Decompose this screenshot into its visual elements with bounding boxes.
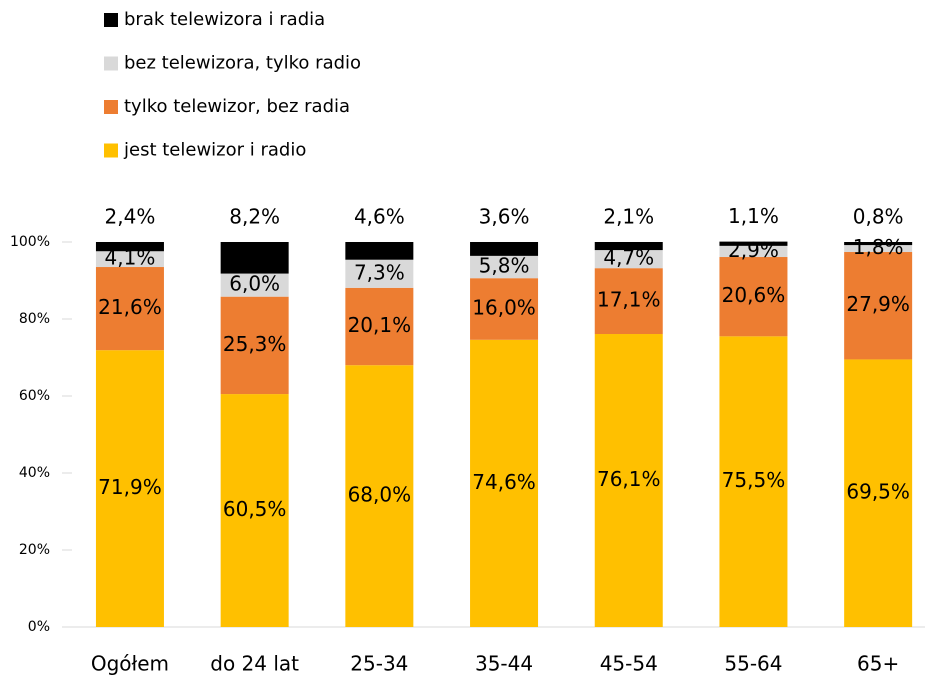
legend-label: bez telewizora, tylko radio — [124, 53, 361, 74]
data-label: 20,6% — [722, 283, 786, 307]
bar-segment — [220, 394, 289, 627]
bar-segment — [719, 257, 788, 337]
data-label: 20,1% — [348, 313, 412, 337]
bar-segment — [220, 273, 289, 297]
data-label: 4,6% — [354, 205, 405, 229]
bar-segment — [844, 359, 913, 627]
legend-label: jest telewizor i radio — [123, 140, 306, 161]
y-tick-label: 20% — [19, 542, 50, 558]
bar-segment — [470, 242, 539, 256]
x-tick-label: 65+ — [857, 652, 899, 676]
data-label: 7,3% — [354, 260, 405, 284]
bar-segment — [345, 287, 414, 366]
x-tick-label: 55-64 — [724, 652, 782, 676]
data-label: 1,1% — [728, 204, 779, 228]
data-label: 25,3% — [223, 332, 287, 356]
bar-segment — [844, 245, 913, 253]
bar-segment — [95, 242, 164, 252]
bar-segment — [95, 267, 164, 351]
bar-segment — [95, 350, 164, 627]
legend-label: brak telewizora i radia — [124, 9, 325, 30]
bar-segment — [470, 278, 539, 340]
y-tick-label: 0% — [28, 619, 50, 635]
data-label: 71,9% — [98, 475, 162, 499]
y-tick-label: 100% — [10, 234, 50, 250]
bar-segment — [844, 252, 913, 360]
bar-segment — [470, 339, 539, 627]
bar-segment — [719, 336, 788, 627]
bar-segment — [594, 250, 663, 269]
legend-swatch — [104, 56, 118, 71]
data-label: 74,6% — [472, 470, 536, 494]
x-tick-label: do 24 lat — [210, 652, 299, 676]
data-label: 76,1% — [597, 467, 661, 491]
data-label: 2,9% — [728, 238, 779, 262]
data-label: 16,0% — [472, 295, 536, 319]
bar-segment — [345, 259, 414, 288]
data-label: 0,8% — [853, 205, 904, 229]
data-label: 68,0% — [348, 483, 412, 507]
data-label: 17,1% — [597, 288, 661, 312]
bar-segment — [594, 268, 663, 335]
data-label: 2,4% — [105, 205, 156, 229]
legend-swatch — [104, 100, 118, 114]
bar-segment — [95, 251, 164, 268]
x-tick-label: 45-54 — [600, 652, 658, 676]
bar-segment — [345, 365, 414, 627]
bar-segment — [719, 241, 788, 246]
bar-segment — [470, 255, 539, 279]
y-tick-label: 60% — [19, 388, 50, 404]
bar-segment — [220, 296, 289, 395]
x-tick-label: 25-34 — [350, 652, 408, 676]
data-label: 75,5% — [722, 468, 786, 492]
legend-label: tylko telewizor, bez radia — [124, 96, 350, 117]
data-label: 6,0% — [229, 272, 280, 296]
legend-swatch — [104, 143, 118, 158]
data-label: 27,9% — [846, 292, 910, 316]
data-label: 2,1% — [603, 205, 654, 229]
bar-segment — [719, 245, 788, 258]
data-label: 60,5% — [223, 497, 287, 521]
bar-segment — [594, 242, 663, 251]
bar-segment — [345, 242, 414, 260]
data-label: 1,8% — [853, 235, 904, 259]
data-label: 3,6% — [479, 205, 530, 229]
data-label: 69,5% — [846, 480, 910, 504]
data-label: 21,6% — [98, 295, 162, 319]
bar-segment — [594, 334, 663, 627]
data-label: 8,2% — [229, 205, 280, 229]
data-label: 5,8% — [479, 254, 530, 278]
bar-segment — [844, 242, 913, 246]
x-tick-label: Ogółem — [91, 652, 169, 676]
x-tick-label: 35-44 — [475, 652, 533, 676]
bar-segment — [220, 242, 289, 274]
y-tick-label: 40% — [19, 465, 50, 481]
legend-swatch — [104, 13, 118, 27]
y-tick-label: 80% — [19, 311, 50, 327]
